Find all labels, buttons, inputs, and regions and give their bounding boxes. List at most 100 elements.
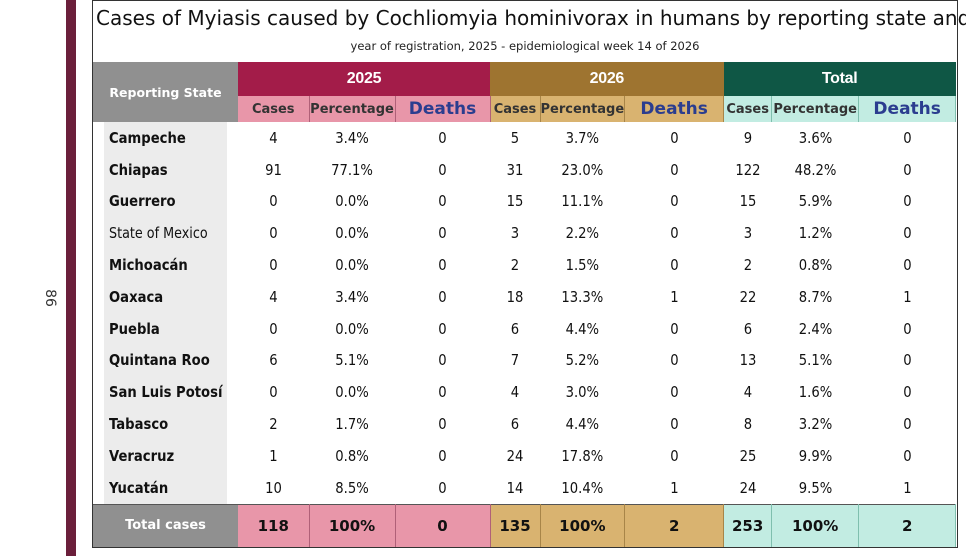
state-name-cell: San Luis Potosí: [103, 376, 228, 409]
total-cases-2026: 135: [490, 503, 541, 547]
total-cases-2025: 118: [238, 503, 310, 547]
deaths-2026-cell: 0: [669, 446, 679, 465]
cases-2026-cell: 6: [510, 415, 520, 434]
deaths-2025-cell: 0: [438, 319, 447, 338]
percentage-2025-cell: 0.0%: [335, 256, 369, 275]
deaths-2026-cell: 0: [669, 160, 679, 179]
percentage-total-cell: 1.6%: [798, 383, 832, 402]
state-name-cell: Chiapas: [103, 153, 228, 186]
state-name-cell: Campeche: [103, 122, 228, 154]
state-name-cell: Michoacán: [103, 249, 228, 281]
deaths-total-cell: 1: [902, 287, 912, 306]
deaths-2026-cell: 0: [669, 351, 679, 370]
deaths-2026-header: Deaths: [624, 96, 725, 122]
table-subtitle: year of registration, 2025 - epidemiolog…: [350, 39, 700, 53]
cases-2025-cell: 2: [269, 415, 278, 434]
deaths-2025-cell: 0: [438, 351, 447, 370]
cases-total-cell: 2: [743, 256, 752, 275]
deaths-total-cell: 0: [902, 415, 912, 434]
deaths-2026-cell: 1: [669, 478, 679, 497]
total-cases-all: 253: [723, 503, 773, 547]
cases-2025-cell: 6: [269, 351, 278, 370]
header-row-subcolumns: Cases Percentage Deaths Cases Percentage…: [93, 96, 957, 122]
percentage-2025-cell: 1.7%: [335, 415, 369, 434]
percentage-2025-cell: 0.0%: [335, 224, 369, 243]
table-title: Cases of Myiasis caused by Cochliomyia h…: [96, 6, 966, 30]
percentage-total-cell: 5.1%: [798, 351, 832, 370]
deaths-total-cell: 0: [902, 446, 912, 465]
cases-2026-cell: 31: [506, 160, 524, 179]
deaths-total-cell: 1: [902, 478, 912, 497]
cases-2026-cell: 3: [510, 224, 520, 243]
percentage-2026-cell: 13.3%: [561, 287, 604, 306]
table-row: Campeche 4 3.4% 0 5 3.7% 0 9 3.6% 0: [93, 122, 956, 154]
cases-total-cell: 25: [739, 446, 757, 465]
cases-2026-cell: 4: [510, 383, 520, 402]
percentage-2025-cell: 77.1%: [331, 160, 373, 179]
percentage-2025-cell: 0.8%: [335, 446, 369, 465]
deaths-2026-cell: 0: [669, 224, 679, 243]
cases-2025-cell: 0: [269, 224, 278, 243]
deaths-2025-header: Deaths: [395, 96, 491, 122]
deaths-2026-cell: 0: [669, 383, 679, 402]
percentage-2026-cell: 4.4%: [565, 319, 600, 338]
cases-total-cell: 13: [739, 351, 757, 370]
deaths-2025-cell: 0: [438, 287, 447, 306]
state-name-cell: State of Mexico: [103, 217, 228, 250]
cases-2025-cell: 0: [269, 383, 278, 402]
total-percentage-2025: 100%: [309, 503, 396, 547]
state-name-cell: Oaxaca: [103, 280, 228, 313]
state-name-cell: Veracruz: [103, 439, 228, 472]
cases-total-cell: 6: [743, 319, 752, 338]
cases-total-cell: 15: [739, 192, 757, 211]
percentage-total-cell: 0.8%: [798, 256, 832, 275]
cases-total-cell: 8: [743, 415, 752, 434]
cases-2026-cell: 24: [506, 446, 524, 465]
percentage-2026-cell: 3.7%: [565, 128, 600, 147]
total-deaths-2026: 2: [624, 503, 725, 547]
total-deaths-all: 2: [858, 503, 957, 547]
cases-2026-cell: 7: [510, 351, 520, 370]
cases-2025-cell: 1: [269, 446, 278, 465]
cases-2026-cell: 18: [506, 287, 524, 306]
reporting-state-header: Reporting State: [93, 62, 238, 122]
table-row: Chiapas 91 77.1% 0 31 23.0% 0 122 48.2% 0: [93, 153, 956, 186]
percentage-total-cell: 5.9%: [798, 192, 832, 211]
percentage-2026-header: Percentage: [540, 96, 626, 122]
cases-2026-cell: 15: [506, 192, 524, 211]
deaths-total-cell: 0: [902, 160, 912, 179]
deaths-2025-cell: 0: [438, 128, 447, 147]
percentage-total-cell: 48.2%: [794, 160, 837, 179]
table-body: Campeche 4 3.4% 0 5 3.7% 0 9 3.6% 0 Chiapas 91 77.1%…: [93, 122, 956, 505]
percentage-2026-cell: 5.2%: [565, 351, 600, 370]
deaths-2025-cell: 0: [438, 224, 447, 243]
deaths-total-cell: 0: [902, 383, 912, 402]
deaths-2026-cell: 1: [669, 287, 679, 306]
cases-2025-cell: 4: [269, 128, 278, 147]
deaths-2025-cell: 0: [438, 383, 447, 402]
percentage-total-cell: 2.4%: [798, 319, 832, 338]
cases-2025-cell: 0: [269, 319, 278, 338]
deaths-2025-cell: 0: [438, 478, 447, 497]
table-row: Oaxaca 4 3.4% 0 18 13.3% 1 22 8.7% 1: [93, 280, 956, 313]
cases-2026-cell: 2: [510, 256, 520, 275]
deaths-2026-cell: 0: [669, 128, 679, 147]
deaths-2025-cell: 0: [438, 446, 447, 465]
deaths-2025-cell: 0: [438, 415, 447, 434]
deaths-total-cell: 0: [902, 192, 912, 211]
deaths-total-header: Deaths: [858, 96, 957, 122]
page-side-bar: [66, 0, 76, 556]
table-row: Yucatán 10 8.5% 0 14 10.4% 1 24 9.5% 1: [93, 471, 956, 505]
cases-2025-cell: 91: [265, 160, 282, 179]
total-header: Total: [723, 62, 956, 96]
document-frame: [92, 0, 958, 548]
deaths-2025-cell: 0: [438, 256, 447, 275]
cases-2025-cell: 10: [265, 478, 282, 497]
table-row: Veracruz 1 0.8% 0 24 17.8% 0 25 9.9% 0: [93, 439, 956, 472]
percentage-total-cell: 8.7%: [798, 287, 832, 306]
cases-2025-cell: 0: [269, 256, 278, 275]
deaths-2026-cell: 0: [669, 415, 679, 434]
percentage-total-cell: 9.9%: [798, 446, 832, 465]
deaths-2026-cell: 0: [669, 192, 679, 211]
percentage-2025-cell: 8.5%: [335, 478, 369, 497]
